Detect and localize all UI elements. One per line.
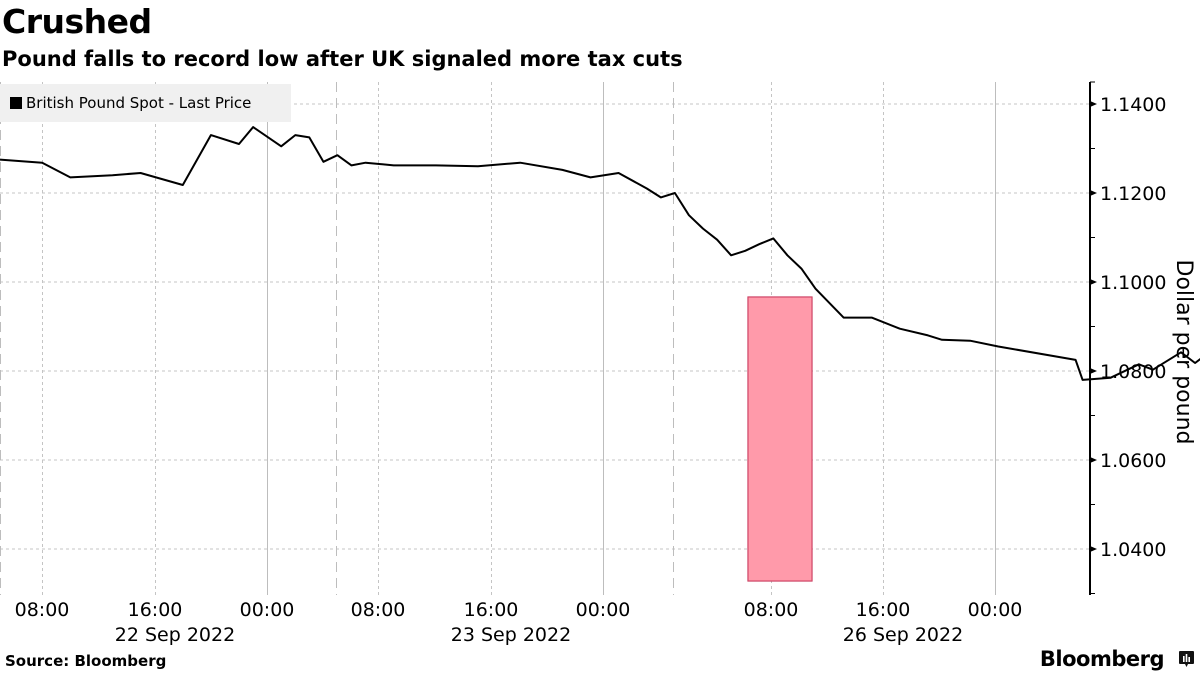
- y-axis: 1.1400 1.1200 1.1000 1.0800 1.0600 1.0400: [1089, 81, 1166, 595]
- x-tick-label: 00:00: [576, 599, 631, 621]
- x-tick-label: 16:00: [128, 599, 183, 621]
- x-tick-label: 08:00: [351, 599, 406, 621]
- y-axis-title: Dollar per pound: [1171, 260, 1196, 445]
- x-tick-label: 00:00: [240, 599, 295, 621]
- chart-subtitle: Pound falls to record low after UK signa…: [2, 47, 683, 71]
- legend: British Pound Spot - Last Price: [0, 84, 291, 122]
- x-tick-label: 16:00: [856, 599, 911, 621]
- legend-label: British Pound Spot - Last Price: [26, 94, 252, 112]
- brand-logo-text: Bloomberg: [1039, 647, 1165, 671]
- y-tick-label: 1.0600: [1100, 450, 1166, 472]
- x-tick-label: 08:00: [15, 599, 70, 621]
- y-tick-label: 1.0400: [1100, 539, 1166, 561]
- source-note: Source: Bloomberg: [5, 652, 167, 670]
- y-tick-label: 1.0800: [1100, 361, 1166, 383]
- highlight-overlay: [748, 297, 812, 581]
- legend-swatch: [10, 97, 22, 109]
- x-date-label: 26 Sep 2022: [843, 624, 963, 646]
- x-tick-label: 00:00: [968, 599, 1023, 621]
- y-tick-label: 1.1000: [1100, 272, 1166, 294]
- x-tick-label: 08:00: [744, 599, 799, 621]
- x-axis: 08:00 16:00 00:00 08:00 16:00 00:00 08:00 16:00…: [15, 599, 1023, 646]
- y-tick-label: 1.1200: [1100, 183, 1166, 205]
- chart-title: Crushed: [2, 2, 152, 41]
- x-date-label: 23 Sep 2022: [451, 624, 571, 646]
- bloomberg-chart-icon: [1179, 651, 1194, 667]
- x-tick-label: 16:00: [464, 599, 519, 621]
- x-date-label: 22 Sep 2022: [115, 624, 235, 646]
- price-line: [0, 126, 1200, 381]
- highlight-box: [747, 296, 813, 582]
- gridlines: [0, 82, 1090, 595]
- y-tick-label: 1.1400: [1100, 94, 1166, 116]
